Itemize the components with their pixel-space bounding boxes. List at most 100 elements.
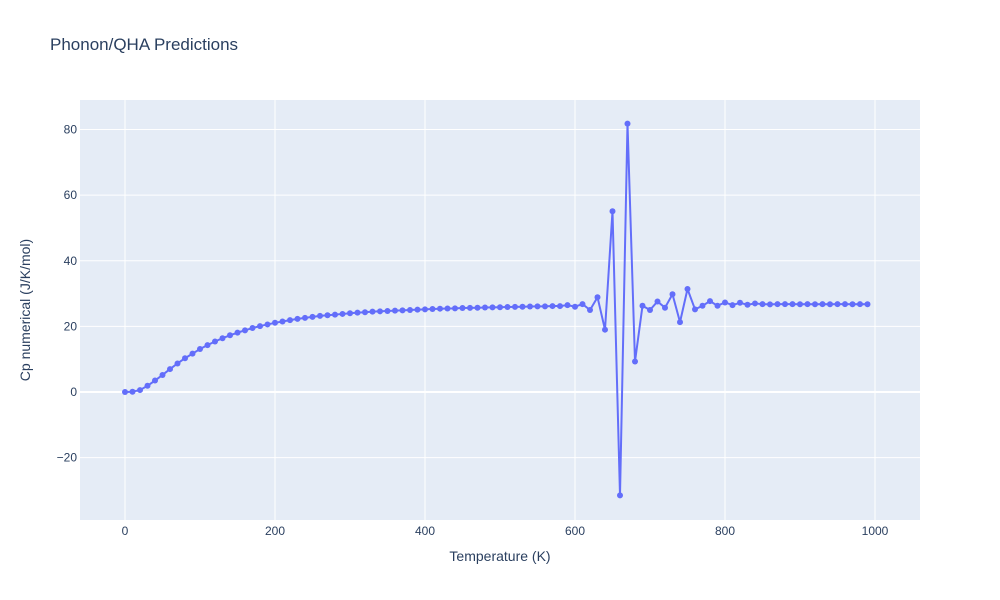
data-point[interactable] [797,301,803,308]
data-point[interactable] [369,308,376,315]
data-point[interactable] [189,350,196,357]
data-point[interactable] [332,311,338,318]
data-point[interactable] [827,301,833,308]
data-point[interactable] [579,301,586,308]
data-point[interactable] [767,301,773,308]
data-point[interactable] [437,305,443,312]
data-point[interactable] [504,304,511,311]
data-point[interactable] [534,303,541,310]
data-point[interactable] [474,304,481,311]
data-point[interactable] [714,302,721,309]
data-point[interactable] [774,301,781,308]
data-point[interactable] [737,299,743,306]
data-point[interactable] [467,304,473,311]
data-point[interactable] [722,299,728,306]
data-point[interactable] [279,318,286,325]
data-point[interactable] [482,304,488,311]
data-point[interactable] [152,377,158,384]
data-point[interactable] [204,342,211,349]
data-point[interactable] [294,315,301,322]
data-point[interactable] [542,303,548,310]
data-point[interactable] [639,302,646,309]
data-point[interactable] [594,294,601,301]
data-point[interactable] [497,304,503,311]
data-point[interactable] [729,302,736,309]
data-point[interactable] [789,301,796,308]
data-point[interactable] [309,313,316,320]
data-point[interactable] [572,303,578,310]
data-point[interactable] [489,304,496,311]
data-point[interactable] [317,312,323,319]
data-point[interactable] [549,303,556,310]
data-point[interactable] [692,306,698,313]
data-point[interactable] [587,307,593,313]
data-point[interactable] [414,306,421,313]
data-point[interactable] [399,307,406,314]
data-point[interactable] [144,382,151,389]
data-point[interactable] [842,301,848,308]
data-point[interactable] [654,298,661,305]
data-point[interactable] [744,301,751,308]
data-point[interactable] [242,327,248,334]
data-point[interactable] [287,317,293,324]
data-point[interactable] [324,312,331,319]
data-point[interactable] [752,300,758,307]
data-point[interactable] [812,301,818,308]
data-point[interactable] [159,371,166,378]
data-point[interactable] [602,326,608,333]
data-point[interactable] [834,301,841,308]
data-point[interactable] [624,120,631,127]
data-point[interactable] [212,338,218,345]
data-point[interactable] [819,301,826,308]
data-point[interactable] [197,346,203,353]
data-point[interactable] [452,305,458,312]
data-point[interactable] [564,302,571,309]
data-point[interactable] [362,309,368,316]
data-point[interactable] [174,360,181,367]
data-point[interactable] [804,301,811,308]
data-point[interactable] [647,307,653,313]
data-point[interactable] [707,298,713,305]
data-point[interactable] [782,301,788,308]
data-point[interactable] [234,329,241,336]
data-point[interactable] [347,310,353,317]
data-point[interactable] [857,301,863,308]
data-point[interactable] [519,303,526,310]
data-point[interactable] [429,306,436,313]
data-point[interactable] [122,389,128,396]
data-point[interactable] [699,302,706,309]
data-point[interactable] [182,355,188,362]
data-point[interactable] [557,303,563,310]
data-point[interactable] [167,366,173,373]
data-point[interactable] [617,492,623,499]
data-point[interactable] [609,208,616,215]
data-point[interactable] [392,307,398,314]
data-point[interactable] [264,321,271,328]
data-point[interactable] [677,319,683,326]
data-point[interactable] [512,303,518,310]
data-point[interactable] [257,323,263,330]
data-point[interactable] [632,358,638,365]
data-point[interactable] [662,304,668,311]
data-point[interactable] [302,314,308,321]
data-point[interactable] [527,303,533,310]
data-point[interactable] [459,305,466,312]
data-point[interactable] [137,387,143,394]
data-point[interactable] [422,306,428,313]
data-point[interactable] [864,301,871,308]
data-point[interactable] [849,301,856,308]
data-point[interactable] [227,332,233,339]
data-point[interactable] [272,319,278,326]
data-point[interactable] [249,325,256,332]
data-point[interactable] [354,309,361,316]
data-point[interactable] [444,305,451,312]
data-point[interactable] [339,310,346,317]
data-point[interactable] [759,301,766,308]
data-point[interactable] [129,388,136,395]
data-point[interactable] [377,308,383,315]
data-point[interactable] [669,291,676,298]
data-point[interactable] [684,286,691,292]
data-point[interactable] [384,307,391,314]
data-point[interactable] [219,335,226,342]
data-point[interactable] [407,307,413,313]
